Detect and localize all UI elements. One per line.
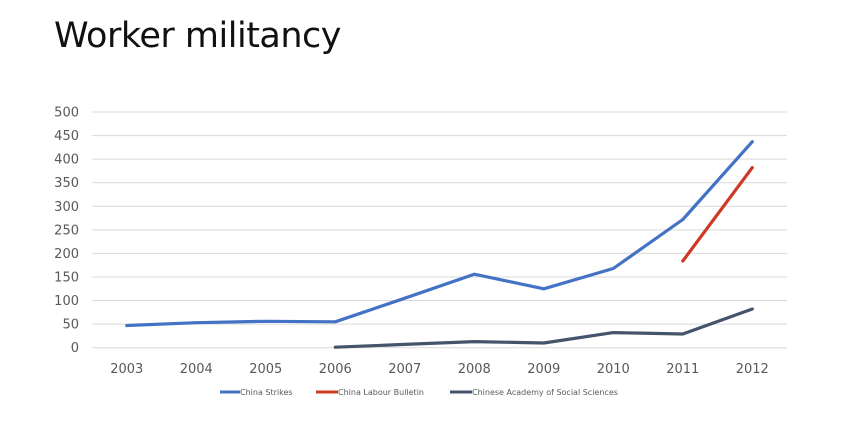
x-tick-label: 2006 (319, 362, 352, 377)
x-tick-label: 2004 (180, 362, 213, 377)
legend-label-china-strikes: China Strikes (240, 388, 293, 397)
y-tick-label: 450 (54, 129, 79, 144)
legend-item-china-strikes[interactable]: China Strikes (220, 388, 293, 397)
legend-label-china-labour-bulletin: China Labour Bulletin (338, 388, 424, 397)
x-tick-label: 2003 (110, 362, 143, 377)
legend: China Strikes China Labour Bulletin Chin… (220, 388, 618, 397)
x-tick-label: 2005 (249, 362, 282, 377)
x-tick-label: 2009 (527, 362, 560, 377)
x-tick-label: 2010 (597, 362, 630, 377)
y-tick-label: 300 (54, 200, 79, 215)
slide-title: Worker militancy (54, 16, 342, 56)
y-tick-label: 350 (54, 176, 79, 191)
y-tick-label: 0 (71, 341, 79, 356)
y-axis-ticks: 0 50 100 150 200 250 300 350 400 450 500 (54, 106, 79, 357)
x-tick-label: 2008 (458, 362, 491, 377)
x-tick-label: 2007 (388, 362, 421, 377)
y-tick-label: 50 (62, 318, 79, 333)
x-tick-label: 2011 (666, 362, 699, 377)
series-line-china-labour-bulletin (681, 166, 754, 263)
x-tick-label: 2012 (736, 362, 769, 377)
y-tick-label: 250 (54, 223, 79, 238)
legend-item-china-labour-bulletin[interactable]: China Labour Bulletin (316, 388, 424, 397)
y-tick-label: 200 (54, 247, 79, 262)
y-tick-label: 500 (54, 106, 79, 121)
legend-item-chinese-academy-of-social-sciences[interactable]: Chinese Academy of Social Sciences (450, 388, 618, 397)
gridlines (92, 111, 787, 349)
x-axis-ticks: 2003 2004 2005 2006 2007 2008 2009 2010 2011 2012 (110, 362, 769, 377)
series-line-china-strikes (125, 140, 754, 328)
y-tick-label: 400 (54, 153, 79, 168)
series-lines (125, 140, 754, 349)
series-line-chinese-academy-of-social-sciences (333, 307, 754, 349)
y-tick-label: 100 (54, 294, 79, 309)
legend-label-chinese-academy-of-social-sciences: Chinese Academy of Social Sciences (472, 388, 618, 397)
y-tick-label: 150 (54, 270, 79, 285)
